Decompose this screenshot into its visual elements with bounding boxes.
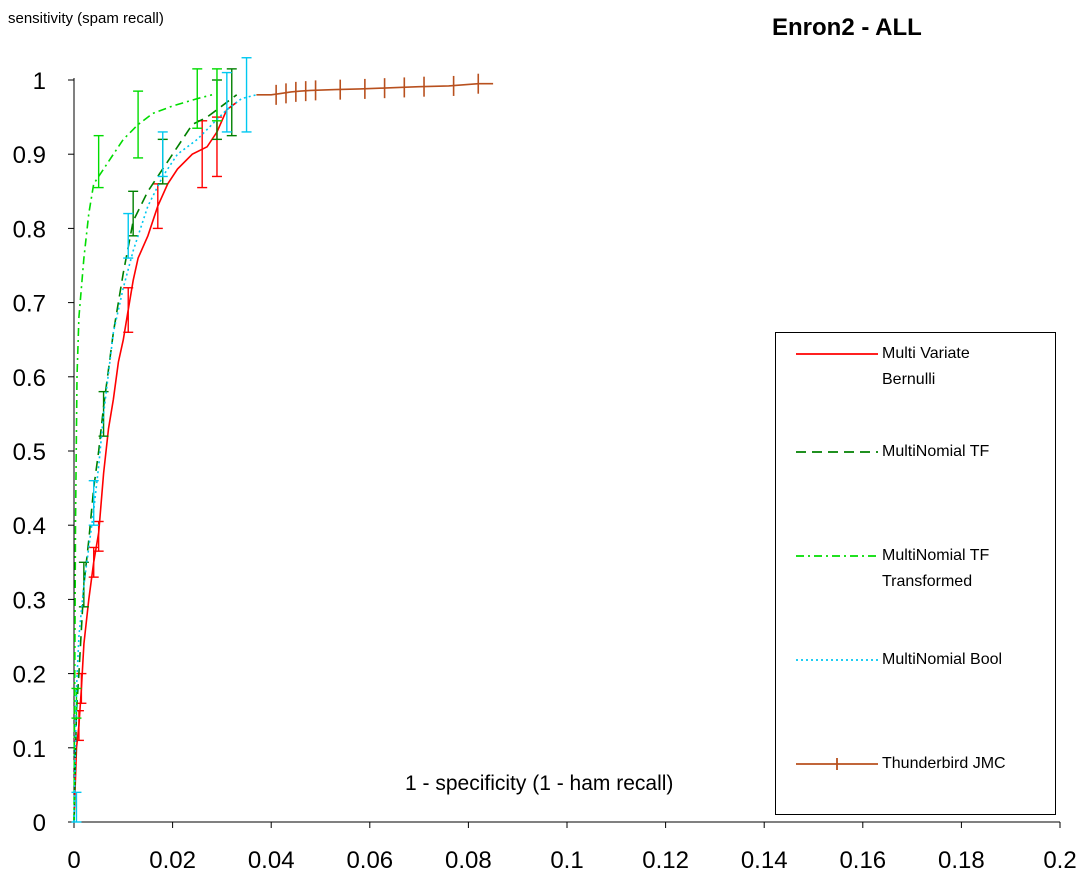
error-bar xyxy=(192,68,203,129)
x-tick-label: 0 xyxy=(67,847,80,874)
error-bar xyxy=(123,287,134,333)
error-bar xyxy=(93,520,104,552)
legend-item-multinomial-tf-transformed: MultiNomial TF Transformed xyxy=(776,543,1057,593)
error-bar xyxy=(241,57,252,133)
x-tick-label: 0.16 xyxy=(839,847,886,874)
series-3 xyxy=(71,57,257,823)
y-tick-label: 0.8 xyxy=(13,216,46,243)
y-tick-label: 1 xyxy=(33,68,46,95)
legend-label: MultiNomial Bool xyxy=(882,651,1003,668)
legend-label: Multi Variate Bernulli xyxy=(882,345,970,388)
series-line xyxy=(256,82,494,96)
y-tick-label: 0.1 xyxy=(13,736,46,763)
x-tick-label: 0.02 xyxy=(149,847,196,874)
series-line xyxy=(73,94,213,823)
legend-label: Thunderbird JMC xyxy=(882,755,1006,772)
y-tick-label: 0 xyxy=(33,810,46,837)
y-tick-label: 0.5 xyxy=(13,439,46,466)
legend-label: MultiNomial TF Transformed xyxy=(882,547,990,590)
legend: Multi Variate Bernulli MultiNomial TF Mu… xyxy=(775,332,1056,815)
legend-item-multivariate-bernulli: Multi Variate Bernulli xyxy=(776,341,1057,391)
error-bar xyxy=(226,68,237,137)
series-line xyxy=(73,94,238,823)
error-bar xyxy=(123,212,134,259)
series-line xyxy=(73,101,238,823)
error-bar xyxy=(152,183,163,230)
x-axis-label: 1 - specificity (1 - ham recall) xyxy=(405,772,674,795)
legend-item-thunderbird-jmc: Thunderbird JMC xyxy=(776,751,1057,801)
x-tick-label: 0.18 xyxy=(938,847,985,874)
error-bar xyxy=(78,561,89,608)
y-tick-label: 0.9 xyxy=(13,142,46,169)
y-tick-label: 0.7 xyxy=(13,291,46,318)
series-2 xyxy=(71,68,222,823)
x-tick-label: 0.04 xyxy=(248,847,295,874)
chart-title: Enron2 - ALL xyxy=(772,14,922,41)
error-bar xyxy=(71,687,82,719)
y-axis-label: sensitivity (spam recall) xyxy=(8,10,164,27)
x-tick-label: 0.08 xyxy=(445,847,492,874)
series-line xyxy=(73,94,257,823)
error-bar xyxy=(93,134,104,189)
y-tick-label: 0.3 xyxy=(13,587,46,614)
legend-swatch xyxy=(796,555,878,557)
series-4 xyxy=(256,73,494,105)
y-tick-label: 0.2 xyxy=(13,662,46,689)
error-bar xyxy=(133,90,144,159)
legend-swatch xyxy=(796,451,878,453)
x-tick-label: 0.12 xyxy=(642,847,689,874)
error-bar xyxy=(211,68,222,122)
error-bar xyxy=(221,71,232,133)
legend-label: MultiNomial TF xyxy=(882,443,990,460)
x-tick-label: 0.06 xyxy=(346,847,393,874)
error-bar xyxy=(98,390,109,437)
error-bar xyxy=(197,120,208,189)
series-0 xyxy=(73,101,238,823)
y-tick-label: 0.4 xyxy=(13,513,46,540)
error-bar xyxy=(88,479,99,526)
x-tick-label: 0.2 xyxy=(1043,847,1076,874)
x-tick-label: 0.1 xyxy=(550,847,583,874)
y-tick-label: 0.6 xyxy=(13,365,46,392)
error-bar xyxy=(157,131,168,178)
legend-item-multinomial-bool: MultiNomial Bool xyxy=(776,647,1057,697)
x-tick-label: 0.14 xyxy=(741,847,788,874)
legend-swatch xyxy=(796,353,878,355)
legend-item-multinomial-tf: MultiNomial TF xyxy=(776,439,1057,489)
error-bar xyxy=(88,546,99,578)
legend-swatch xyxy=(796,758,878,770)
legend-swatch xyxy=(796,659,878,661)
error-bar xyxy=(71,791,82,823)
